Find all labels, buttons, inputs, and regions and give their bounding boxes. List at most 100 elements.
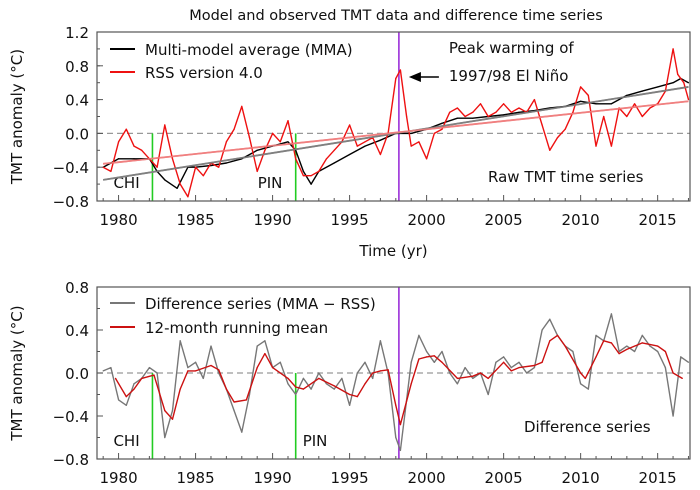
series-1-point — [318, 170, 320, 173]
series-0-point — [626, 94, 628, 96]
series-1-point — [556, 137, 559, 139]
series-0-point — [518, 361, 520, 363]
series-0-point — [418, 334, 420, 336]
series-0-point — [148, 367, 150, 369]
series-1-point — [472, 111, 474, 113]
series-0-point — [533, 367, 536, 369]
series-0-point — [541, 329, 543, 331]
event-label-chi: CHI — [113, 432, 139, 450]
series-1-point — [672, 48, 674, 50]
trend-line-overlay-0 — [103, 86, 689, 181]
series-1-point — [672, 372, 674, 374]
series-0-point — [256, 345, 258, 347]
series-0-point — [399, 449, 402, 451]
series-1-point — [626, 115, 628, 118]
x-tick-label: 1995 — [331, 469, 369, 487]
series-0-point — [333, 162, 335, 164]
series-1-point — [518, 107, 520, 109]
x-tick-label: 2000 — [408, 469, 446, 487]
series-1-point — [603, 340, 605, 342]
series-0-point — [526, 372, 528, 374]
series-1-point — [610, 342, 613, 344]
series-0-point — [248, 393, 251, 396]
series-1-point — [171, 158, 174, 160]
y-tick-label: 0.8 — [65, 58, 89, 76]
legend-label-1: RSS version 4.0 — [145, 64, 263, 82]
series-1-point — [264, 149, 266, 151]
series-1-point — [503, 361, 505, 363]
series-1-point — [572, 111, 574, 113]
series-1-point — [264, 353, 266, 355]
series-0-point — [580, 383, 582, 385]
series-0-point — [587, 388, 589, 390]
series-0-point — [156, 372, 158, 374]
series-0-point — [456, 117, 459, 119]
panel-label: Raw TMT time series — [488, 168, 644, 186]
series-1-point — [618, 353, 620, 355]
series-1-point — [603, 115, 605, 118]
series-1-point — [302, 388, 304, 390]
series-1-point — [164, 124, 166, 126]
series-1-point — [256, 170, 258, 173]
series-1-point — [287, 377, 289, 379]
series-0-point — [310, 388, 312, 390]
x-tick-label: 1985 — [176, 469, 214, 487]
series-1-point — [641, 115, 643, 118]
series-1-point — [487, 115, 489, 118]
series-1-point — [187, 196, 189, 198]
series-0-point — [641, 90, 643, 92]
event-label-pin: PIN — [303, 432, 328, 450]
series-0-point — [295, 393, 297, 396]
series-0-point — [395, 436, 397, 439]
series-1-point — [210, 364, 212, 367]
series-0-point — [310, 183, 312, 185]
series-1-point — [295, 386, 297, 388]
series-1-point — [125, 396, 127, 398]
annotation-arrow-head-icon — [408, 72, 421, 82]
series-1-point — [641, 342, 643, 344]
series-1-point — [410, 383, 412, 385]
series-0-point — [426, 350, 428, 353]
x-tick-label: 2005 — [485, 469, 523, 487]
series-1-point — [595, 356, 597, 358]
series-0-point — [210, 164, 212, 167]
series-0-point — [472, 117, 474, 119]
series-1-point — [580, 86, 582, 88]
series-0-point — [672, 415, 674, 417]
series-0-point — [287, 383, 289, 385]
y-tick-label: 0.0 — [65, 365, 89, 383]
series-1-point — [479, 103, 482, 105]
series-0-point — [117, 158, 120, 160]
series-1-point — [410, 145, 412, 147]
series-1-point — [418, 358, 420, 360]
x-tick-label: 2015 — [639, 469, 677, 487]
series-1-point — [349, 124, 351, 126]
series-0-point — [218, 372, 220, 374]
series-0-point — [194, 361, 197, 363]
series-0-point — [325, 383, 328, 385]
panel-label: Difference series — [524, 418, 651, 436]
series-0-point — [187, 367, 189, 369]
series-0-point — [464, 367, 466, 369]
series-1-point — [218, 166, 220, 168]
panel-difference: CHI PIN 1980 1985 1990 1995 2000 2005 2010 2015 −0… — [8, 279, 691, 487]
series-0-point — [410, 361, 412, 363]
series-0-point — [364, 145, 366, 147]
series-0-point — [626, 345, 628, 347]
series-1-point — [248, 137, 251, 139]
x-tick-label: 1980 — [99, 211, 137, 229]
series-0-point — [356, 372, 358, 374]
series-1-point — [533, 99, 536, 101]
series-1-point — [564, 128, 566, 130]
x-tick-label: 1990 — [253, 469, 291, 487]
series-1-point — [233, 128, 235, 130]
series-1-point — [372, 372, 374, 374]
series-0-point — [664, 367, 666, 369]
series-1-point — [245, 399, 248, 401]
series-0-point — [102, 370, 104, 372]
panel-raw-tmt: CHI PIN 1980 1985 1990 1995 2000 2005 2010 2015 −0… — [8, 24, 691, 260]
series-0-point — [341, 377, 343, 379]
series-1-point — [456, 107, 459, 109]
series-0-point — [225, 162, 227, 164]
series-1-point — [356, 145, 358, 147]
